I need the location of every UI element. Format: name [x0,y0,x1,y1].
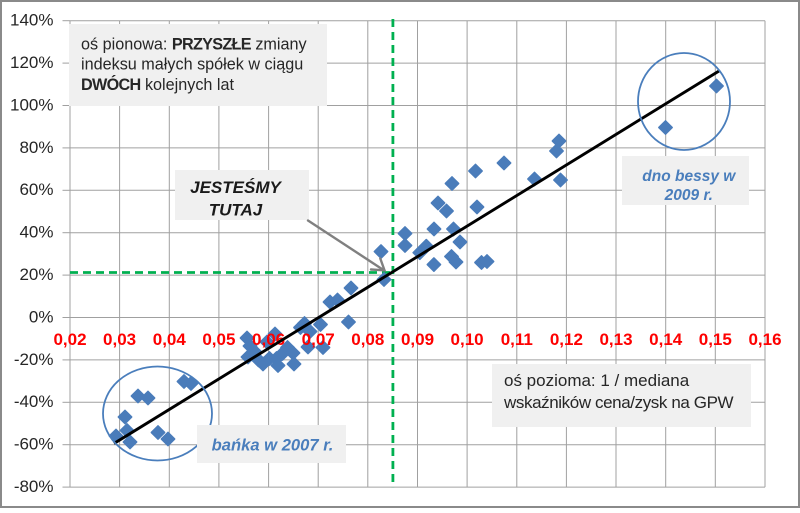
svg-text:0,05: 0,05 [202,330,235,349]
svg-text:0,14: 0,14 [649,330,683,349]
svg-text:0,11: 0,11 [501,330,533,349]
svg-text:oś pionowa: PRZYSZŁE zmiany: oś pionowa: PRZYSZŁE zmiany [81,36,308,54]
svg-text:indeksu małych spółek w ciągu: indeksu małych spółek w ciągu [81,56,303,74]
svg-text:0,10: 0,10 [451,330,484,349]
svg-text:dno bessy w: dno bessy w [642,168,736,185]
svg-text:0,16: 0,16 [748,330,781,349]
svg-text:0,07: 0,07 [302,330,335,349]
svg-text:0,06: 0,06 [252,330,285,349]
svg-text:0,02: 0,02 [53,330,86,349]
svg-text:0,03: 0,03 [103,330,136,349]
svg-text:-20%: -20% [14,350,54,369]
svg-text:60%: 60% [19,180,53,199]
svg-text:20%: 20% [19,265,53,284]
svg-text:0,15: 0,15 [699,330,732,349]
svg-text:80%: 80% [19,138,53,157]
svg-text:bańka w 2007 r.: bańka w 2007 r. [212,436,334,455]
svg-text:JESTEŚMY: JESTEŚMY [190,178,282,197]
svg-text:0,09: 0,09 [401,330,434,349]
svg-text:0,13: 0,13 [599,330,632,349]
svg-text:2009 r.: 2009 r. [664,187,713,204]
svg-text:oś pozioma: 1 / mediana: oś pozioma: 1 / mediana [504,371,690,390]
svg-text:0,12: 0,12 [550,330,583,349]
svg-text:0,04: 0,04 [153,330,187,349]
svg-text:-60%: -60% [14,435,54,454]
svg-text:40%: 40% [19,223,53,242]
svg-text:140%: 140% [10,11,53,30]
svg-text:wskaźników cena/zysk na GPW: wskaźników cena/zysk na GPW [503,393,734,412]
svg-text:120%: 120% [10,53,53,72]
svg-text:TUTAJ: TUTAJ [209,200,263,219]
svg-text:0%: 0% [29,307,54,326]
svg-text:-40%: -40% [14,392,54,411]
svg-text:0,08: 0,08 [351,330,384,349]
svg-text:-80%: -80% [14,477,54,496]
svg-text:100%: 100% [10,95,53,114]
svg-text:DWÓCH kolejnych lat: DWÓCH kolejnych lat [81,75,235,94]
